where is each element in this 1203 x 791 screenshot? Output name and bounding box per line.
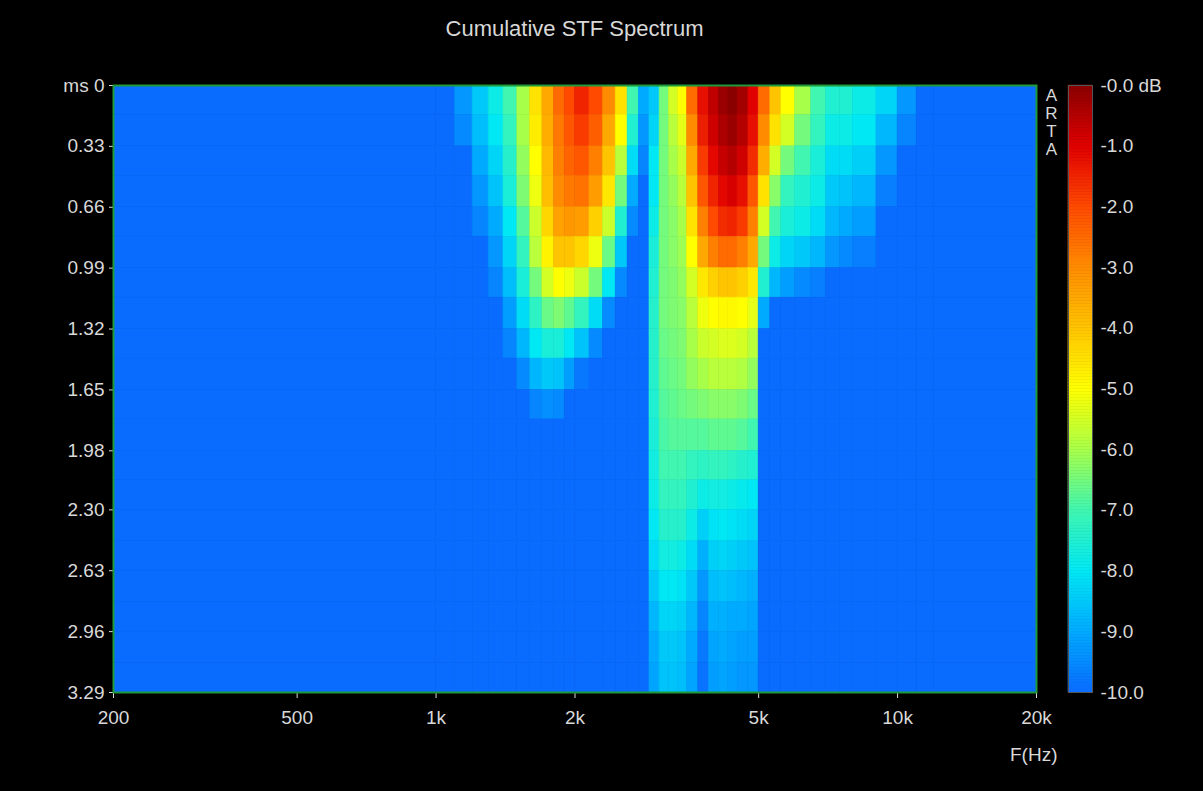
svg-text:-9.0: -9.0	[1101, 621, 1134, 642]
svg-text:5k: 5k	[749, 707, 770, 728]
svg-text:-6.0: -6.0	[1101, 439, 1134, 460]
svg-text:2.63: 2.63	[68, 560, 105, 581]
svg-text:ms 0: ms 0	[63, 75, 104, 96]
svg-text:-5.0: -5.0	[1101, 378, 1134, 399]
svg-text:3.29: 3.29	[68, 682, 105, 703]
svg-text:-8.0: -8.0	[1101, 560, 1134, 581]
svg-text:1k: 1k	[426, 707, 447, 728]
svg-text:-3.0: -3.0	[1101, 257, 1134, 278]
svg-text:1.65: 1.65	[68, 379, 105, 400]
svg-text:2.30: 2.30	[68, 499, 105, 520]
svg-text:-2.0: -2.0	[1101, 196, 1134, 217]
svg-text:-4.0: -4.0	[1101, 317, 1134, 338]
html-text:ARTA: ARTA	[1042, 86, 1061, 158]
svg-text:-10.0: -10.0	[1101, 682, 1144, 703]
svg-text:1.32: 1.32	[68, 318, 105, 339]
svg-text:-0.0 dB: -0.0 dB	[1101, 75, 1162, 96]
svg-text:0.66: 0.66	[68, 196, 105, 217]
svg-text:2.96: 2.96	[68, 621, 105, 642]
svg-text:500: 500	[281, 707, 313, 728]
svg-text:0.99: 0.99	[68, 257, 105, 278]
svg-text:200: 200	[98, 707, 130, 728]
html-text:Cumulative STF Spectrum: Cumulative STF Spectrum	[445, 16, 704, 41]
svg-text:-1.0: -1.0	[1101, 135, 1134, 156]
svg-text:F(Hz): F(Hz)	[1010, 744, 1057, 765]
svg-text:1.98: 1.98	[68, 440, 105, 461]
svg-text:2k: 2k	[565, 707, 586, 728]
svg-text:0.33: 0.33	[68, 135, 105, 156]
svg-text:-7.0: -7.0	[1101, 499, 1134, 520]
svg-text:10k: 10k	[882, 707, 913, 728]
svg-text:20k: 20k	[1021, 707, 1052, 728]
